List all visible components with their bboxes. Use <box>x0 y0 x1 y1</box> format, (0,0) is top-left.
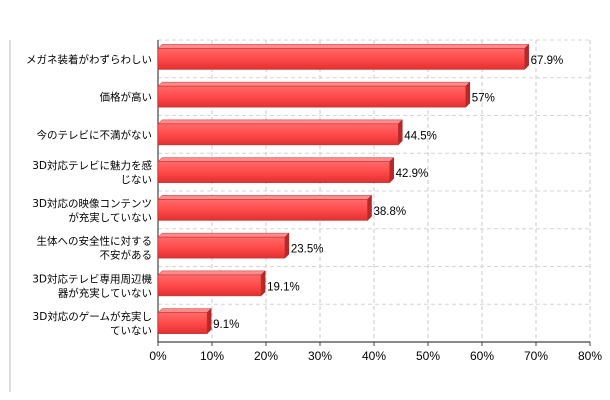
bar-side-face <box>465 81 471 108</box>
category-label: 3D対応テレビ専用周辺機 <box>32 272 152 285</box>
bar-value-label: 57% <box>472 93 495 105</box>
bar-top-face <box>157 308 212 313</box>
bar[interactable] <box>157 312 208 334</box>
bar-value-label: 42.9% <box>396 168 429 180</box>
bar-value-label: 19.1% <box>267 281 300 293</box>
category-label: じない <box>121 174 153 186</box>
bar[interactable] <box>157 123 399 146</box>
x-tick-label: 80% <box>578 349 602 363</box>
category-label: ていない <box>110 325 152 337</box>
bar-side-face <box>284 232 290 259</box>
x-tick-label: 20% <box>254 349 278 363</box>
bar[interactable] <box>157 199 368 221</box>
x-tick-label: 50% <box>416 349 440 363</box>
bar-top-face <box>157 270 266 276</box>
category-label: 今のテレビに不満がない <box>37 128 153 141</box>
bar-top-face <box>157 119 403 125</box>
x-tick-label: 0% <box>149 349 167 363</box>
bar-value-label: 23.5% <box>291 244 324 256</box>
x-tick-label: 70% <box>524 349 548 363</box>
bar-side-face <box>524 43 529 70</box>
bar[interactable] <box>157 85 467 108</box>
bar-side-face <box>389 157 394 184</box>
bar-side-face <box>206 308 212 335</box>
category-label: 3D対応のゲームが充実し <box>33 310 152 323</box>
bar-top-face <box>157 232 290 238</box>
category-label: 価格が高い <box>100 91 153 104</box>
bar[interactable] <box>157 161 390 183</box>
category-label: 生体への安全性に対する <box>37 235 153 248</box>
x-tick-label: 10% <box>200 349 224 363</box>
category-label: 不安がある <box>100 249 153 262</box>
bar-value-label: 44.5% <box>404 130 437 142</box>
bar-value-label: 38.8% <box>374 206 407 218</box>
category-label: 3D対応テレビに魅力を感 <box>32 159 152 172</box>
category-label: 器が充実していない <box>58 286 152 299</box>
bar-top-face <box>157 81 471 87</box>
bar-value-label: 9.1% <box>213 319 239 331</box>
bar-top-face <box>157 44 530 49</box>
bar-value-label: 67.9% <box>531 55 564 67</box>
bar[interactable] <box>157 48 525 70</box>
category-label: メガネ装着がわずらわしい <box>26 53 152 66</box>
x-tick-label: 60% <box>470 349 494 363</box>
bar[interactable] <box>157 274 262 297</box>
bar-side-face <box>260 270 266 297</box>
bar[interactable] <box>157 236 286 259</box>
x-tick-label: 40% <box>362 349 386 363</box>
x-tick-label: 30% <box>308 349 332 363</box>
category-label: が充実していない <box>68 211 152 224</box>
bar-side-face <box>367 194 372 221</box>
bar-top-face <box>157 195 373 200</box>
bar-top-face <box>157 157 395 162</box>
bar-side-face <box>398 119 403 146</box>
category-label: 3D対応の映像コンテンツ <box>32 197 152 210</box>
